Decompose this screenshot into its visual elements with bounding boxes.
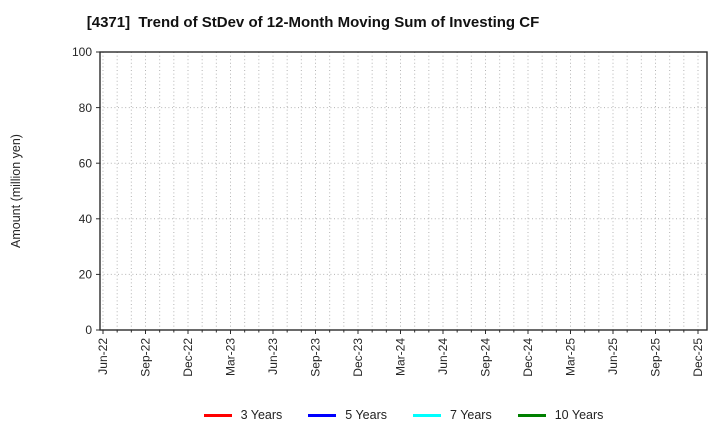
svg-text:Jun-25: Jun-25 (606, 338, 620, 375)
legend-label: 10 Years (554, 408, 604, 422)
svg-text:Dec-25: Dec-25 (691, 338, 705, 377)
svg-text:20: 20 (79, 268, 93, 282)
legend-line-swatch-cyan-icon (413, 413, 442, 417)
legend-label: 7 Years (450, 408, 492, 422)
svg-text:Mar-24: Mar-24 (394, 338, 408, 376)
svg-text:Dec-24: Dec-24 (521, 338, 535, 377)
svg-text:80: 80 (79, 101, 93, 115)
svg-text:Jun-24: Jun-24 (436, 338, 450, 375)
legend-line-swatch-green-icon (517, 413, 546, 417)
legend-label: 3 Years (240, 408, 283, 422)
svg-text:Sep-22: Sep-22 (139, 338, 153, 377)
svg-text:Mar-25: Mar-25 (564, 338, 578, 376)
svg-text:100: 100 (72, 45, 92, 59)
svg-text:Dec-23: Dec-23 (351, 338, 365, 377)
svg-text:Sep-23: Sep-23 (309, 338, 323, 377)
svg-text:60: 60 (79, 156, 93, 170)
svg-text:Sep-24: Sep-24 (479, 338, 493, 377)
svg-text:0: 0 (85, 323, 92, 337)
svg-text:Sep-25: Sep-25 (649, 338, 663, 377)
legend-label: 5 Years (345, 408, 388, 422)
legend-item-3-years: 3 Years (203, 408, 283, 422)
legend-line-swatch-red-icon (203, 413, 232, 417)
legend-line-swatch-blue-icon (308, 413, 337, 417)
svg-text:Mar-23: Mar-23 (224, 338, 238, 376)
legend-item-10-years: 10 Years (517, 408, 604, 422)
legend-item-5-years: 5 Years (308, 408, 387, 422)
svg-text:Dec-22: Dec-22 (181, 338, 195, 377)
chart-title: [4371] Trend of StDev of 12-Month Moving… (86, 14, 540, 31)
legend-item-7-years: 7 Years (413, 408, 492, 422)
svg-text:Jun-22: Jun-22 (96, 338, 110, 375)
svg-text:Jun-23: Jun-23 (266, 338, 280, 375)
svg-text:40: 40 (79, 212, 93, 226)
legend: 3 Years 5 Years 7 Years 10 Years (100, 404, 707, 426)
